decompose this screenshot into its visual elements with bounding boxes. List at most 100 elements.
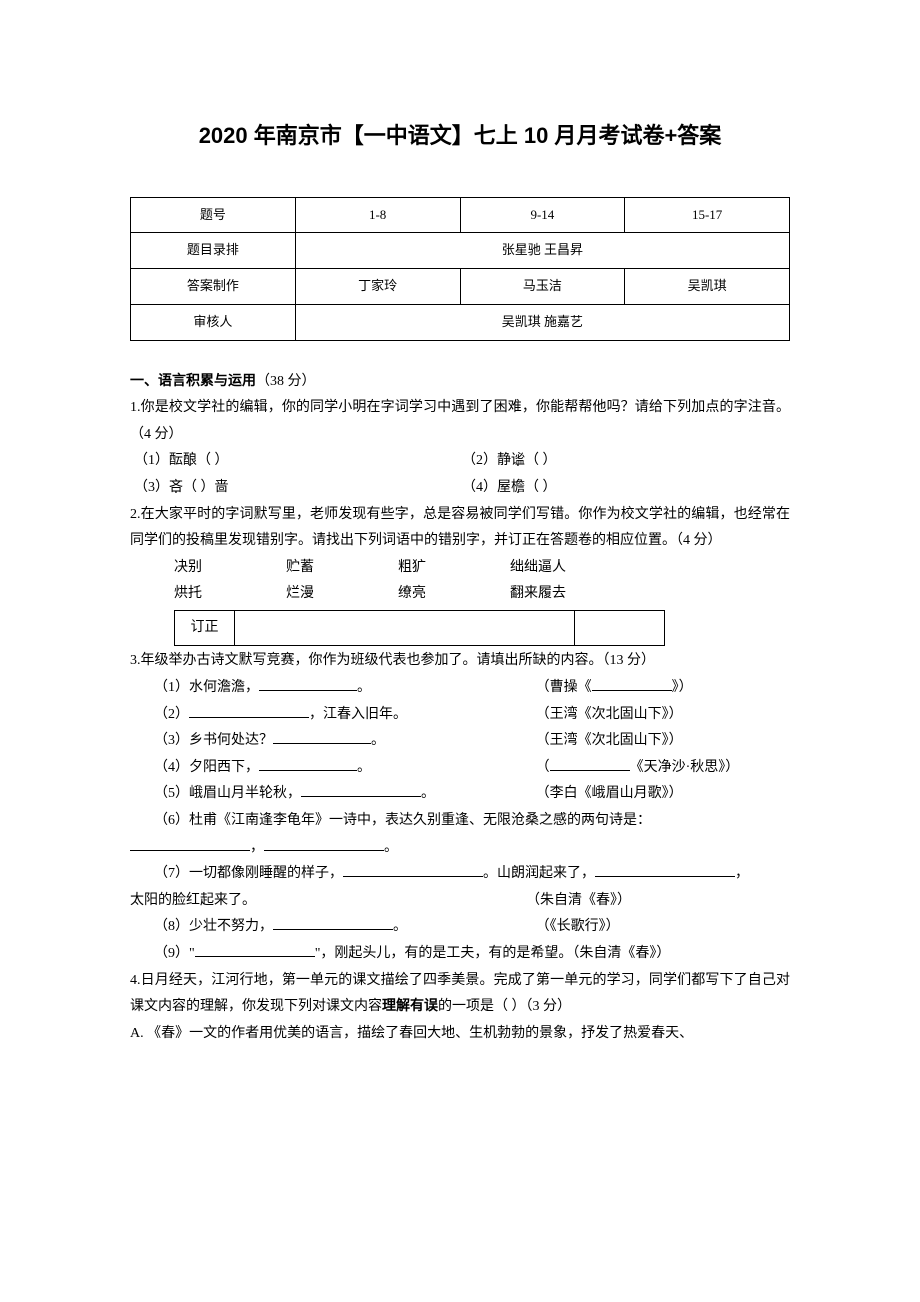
q4-stem: 4.日月经天，江河行地，第一单元的课文描绘了四季美景。完成了第一单元的学习，同学… [130, 968, 790, 1021]
poem-left: （2） ，江春入旧年。 [154, 702, 536, 729]
correction-blank2 [575, 610, 665, 646]
cell: 吴凯琪 [625, 269, 790, 305]
table-row: 答案制作 丁家玲 马玉洁 吴凯琪 [131, 269, 790, 305]
cell-label: 答案制作 [131, 269, 296, 305]
poem-src: （王湾《次北固山下》） [536, 728, 790, 755]
word: 贮蓄 [286, 555, 350, 582]
q3-item-9: （9）""，刚起头儿，有的是工夫，有的是希望。（朱自清《春》） [130, 941, 790, 968]
q3-item-6-blanks: ，。 [130, 835, 790, 862]
q1-row-1: （1）酝酿（ ） （2）静谧（ ） [130, 448, 790, 475]
t: ， [735, 866, 749, 881]
t: ，江春入旧年。 [309, 707, 407, 722]
word: 决别 [174, 555, 238, 582]
table-row: 订正 [175, 610, 665, 646]
q3-stem: 3.年级举办古诗文默写竞赛，你作为班级代表也参加了。请填出所缺的内容。（13 分… [130, 648, 790, 675]
poem-src: （ 《天净沙·秋思》） [536, 755, 790, 782]
blank [273, 743, 371, 744]
q1a-char: 酿 [183, 453, 197, 468]
q2-words-row-1: 决别 贮蓄 粗犷 绌绌逼人 [130, 555, 790, 582]
table-row: 题目录排 张星驰 王昌昇 [131, 233, 790, 269]
blank [195, 956, 315, 957]
q1b-pre: （2）静 [462, 453, 511, 468]
page-title: 2020 年南京市【一中语文】七上 10 月月考试卷+答案 [130, 115, 790, 157]
q1a-suf: （ ） [197, 453, 229, 468]
q1-item-3: （3）吝（ ）啬 [134, 475, 462, 502]
q3-item-2: （2） ，江春入旧年。 （王湾《次北固山下》） [130, 702, 790, 729]
word: 烘托 [174, 581, 238, 608]
cell: 张星驰 王昌昇 [295, 233, 789, 269]
q3-item-3: （3）乡书何处达？。 （王湾《次北固山下》） [130, 728, 790, 755]
blank [592, 690, 672, 691]
q1d-pre: （4）屋 [462, 480, 511, 495]
poem-left: （5）峨眉山月半轮秋， 。 [154, 781, 536, 808]
blank [259, 690, 357, 691]
word: 烂漫 [286, 581, 350, 608]
q3-item-4: （4）夕阳西下， 。 （ 《天净沙·秋思》） [130, 755, 790, 782]
cell: 吴凯琪 施嘉艺 [295, 304, 789, 340]
poem-left: （8）少壮不努力， 。 [154, 914, 536, 941]
poem-src: （《长歌行》） [536, 914, 790, 941]
q1c-char: 吝 [169, 480, 183, 495]
word: 缭亮 [398, 581, 462, 608]
t: （曹操《 [536, 680, 592, 695]
q3-item-6: （6）杜甫《江南逢李龟年》一诗中，表达久别重逢、无限沧桑之感的两句诗是： [130, 808, 790, 835]
word: 翻来履去 [510, 581, 574, 608]
table-row: 审核人 吴凯琪 施嘉艺 [131, 304, 790, 340]
q1b-char: 谧 [511, 453, 525, 468]
q1d-suf: （ ） [525, 480, 557, 495]
t: 。 [371, 733, 385, 748]
cell: 丁家玲 [295, 269, 460, 305]
q1a-pre: （1）酝 [134, 453, 183, 468]
q4-bold: 理解有误 [382, 999, 438, 1014]
t: （5）峨眉山月半轮秋， [154, 786, 301, 801]
word: 绌绌逼人 [510, 555, 574, 582]
t: 。山朗润起来了， [483, 866, 595, 881]
t: "，刚起头儿，有的是工夫，有的是希望。（朱自清《春》） [315, 946, 671, 961]
blank [189, 717, 309, 718]
blank [264, 850, 384, 851]
q3-item-7: （7）一切都像刚睡醒的样子， 。山朗润起来了， ， [130, 861, 790, 888]
q3-item-1: （1）水何澹澹，。 （曹操《》） [130, 675, 790, 702]
q2-words-row-2: 烘托 烂漫 缭亮 翻来履去 [130, 581, 790, 608]
t: 的一项是（ ）（3 分） [438, 999, 571, 1014]
t: 。 [357, 760, 371, 775]
poem-left: （1）水何澹澹，。 [154, 675, 536, 702]
t: 太阳的脸红起来了。 [130, 888, 526, 915]
correction-blank [235, 610, 575, 646]
correction-label: 订正 [175, 610, 235, 646]
section-1-header: 一、语言积累与运用（38 分） [130, 369, 790, 396]
section-1-title: 一、语言积累与运用 [130, 374, 256, 389]
q1-row-2: （3）吝（ ）啬 （4）屋檐（ ） [130, 475, 790, 502]
poem-src: （曹操《》） [536, 675, 790, 702]
blank [550, 770, 630, 771]
t: （ [536, 760, 550, 775]
blank [259, 770, 357, 771]
t: （7）一切都像刚睡醒的样子， [154, 866, 343, 881]
blank [301, 796, 421, 797]
cell: 15-17 [625, 197, 790, 233]
t: 。 [421, 786, 435, 801]
q1d-char: 檐 [511, 480, 525, 495]
t: （4）夕阳西下， [154, 760, 259, 775]
q1-item-2: （2）静谧（ ） [462, 448, 790, 475]
blank [343, 876, 483, 877]
cell-label: 题号 [131, 197, 296, 233]
q4-opt-a: A. 《春》一文的作者用优美的语言，描绘了春回大地、生机勃勃的景象，抒发了热爱春… [130, 1021, 790, 1048]
section-1-pts: （38 分） [256, 374, 316, 389]
t: （8）少壮不努力， [154, 919, 273, 934]
t: （2） [154, 707, 189, 722]
word: 粗犷 [398, 555, 462, 582]
cell-label: 题目录排 [131, 233, 296, 269]
cell-label: 审核人 [131, 304, 296, 340]
poem-src: （王湾《次北固山下》） [536, 702, 790, 729]
cell: 马玉洁 [460, 269, 625, 305]
q1c-pre: （3） [134, 480, 169, 495]
q1-item-1: （1）酝酿（ ） [134, 448, 462, 475]
cell: 1-8 [295, 197, 460, 233]
q1-stem: 1.你是校文学社的编辑，你的同学小明在字词学习中遇到了困难，你能帮帮他吗？请给下… [130, 395, 790, 448]
poem-src: （李白《峨眉山月歌》） [536, 781, 790, 808]
t: 《天净沙·秋思》） [630, 760, 740, 775]
t: 。 [393, 919, 407, 934]
q3-item-5: （5）峨眉山月半轮秋， 。 （李白《峨眉山月歌》） [130, 781, 790, 808]
t: （1）水何澹澹， [154, 680, 259, 695]
